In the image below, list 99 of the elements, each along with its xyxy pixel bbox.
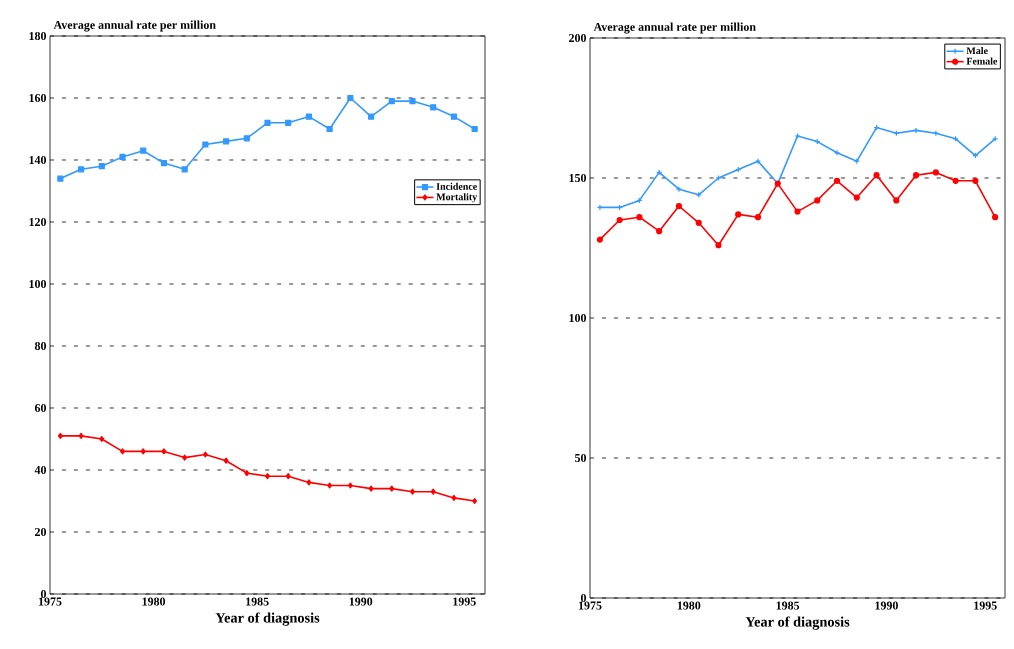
y-axis-title: Average annual rate per million xyxy=(53,20,216,32)
x-axis-title: Year of diagnosis xyxy=(215,612,320,626)
point xyxy=(932,169,939,176)
point xyxy=(98,163,105,170)
point xyxy=(675,202,683,210)
legend-label: Mortality xyxy=(436,193,478,203)
point xyxy=(754,158,762,165)
point xyxy=(715,242,722,249)
x-tick-label: 1990 xyxy=(875,601,898,610)
point xyxy=(140,448,146,455)
point xyxy=(430,104,437,111)
y-tick-label: 60 xyxy=(34,403,47,413)
point xyxy=(388,98,395,105)
point xyxy=(471,125,478,133)
point xyxy=(912,172,920,179)
x-tick-label: 1975 xyxy=(579,601,602,610)
point xyxy=(285,119,292,126)
y-tick-label: 140 xyxy=(29,155,47,165)
point xyxy=(57,432,63,439)
point xyxy=(305,113,313,120)
y-tick-label: 100 xyxy=(569,313,587,323)
point xyxy=(794,132,801,140)
x-tick-label: 1985 xyxy=(776,601,800,610)
x-tick-label: 1975 xyxy=(39,597,62,606)
point xyxy=(893,197,900,204)
point xyxy=(327,482,333,489)
legend-label: Incidence xyxy=(436,182,477,190)
y-tick-label: 180 xyxy=(29,31,47,41)
y-axis-title: Average annual rate per million xyxy=(593,22,756,34)
legend-label: Female xyxy=(966,57,998,65)
point xyxy=(794,208,801,215)
point xyxy=(202,451,208,458)
point xyxy=(202,141,209,148)
y-tick-label: 40 xyxy=(34,465,47,475)
point xyxy=(244,470,250,477)
point xyxy=(160,160,168,167)
x-tick-label: 1980 xyxy=(142,597,166,606)
point xyxy=(223,457,229,464)
point xyxy=(264,119,271,126)
point xyxy=(222,138,230,145)
point xyxy=(410,488,415,495)
point xyxy=(656,228,663,235)
x-tick-label: 1995 xyxy=(974,601,997,610)
y-tick-label: 50 xyxy=(575,453,587,463)
x-tick-label: 1995 xyxy=(453,597,476,606)
point xyxy=(472,497,478,505)
point xyxy=(99,435,105,443)
point xyxy=(715,174,722,182)
point xyxy=(596,236,603,243)
point xyxy=(430,488,436,495)
point xyxy=(243,135,250,142)
point xyxy=(451,494,457,501)
point xyxy=(119,153,126,160)
y-tick-label: 200 xyxy=(569,33,587,43)
point xyxy=(347,482,353,489)
legend-label: Male xyxy=(966,47,988,55)
point xyxy=(952,177,959,184)
point xyxy=(853,194,860,201)
point xyxy=(306,479,312,486)
point xyxy=(161,448,167,455)
y-tick-label: 150 xyxy=(569,173,587,183)
point xyxy=(972,177,979,184)
point xyxy=(265,473,270,480)
point xyxy=(636,214,643,221)
point xyxy=(695,219,702,226)
point xyxy=(833,149,841,156)
point xyxy=(912,127,920,134)
y-tick-label: 20 xyxy=(35,527,47,537)
point xyxy=(833,177,841,184)
point xyxy=(57,175,64,182)
point xyxy=(347,94,354,102)
point xyxy=(814,197,821,204)
point xyxy=(77,166,85,173)
point xyxy=(181,166,188,173)
point xyxy=(992,214,999,221)
y-tick-label: 100 xyxy=(29,279,47,289)
point xyxy=(120,448,125,455)
point xyxy=(367,113,375,120)
point xyxy=(873,172,880,179)
y-tick-label: 160 xyxy=(29,93,47,103)
x-tick-label: 1985 xyxy=(246,597,269,606)
point xyxy=(140,147,147,154)
point xyxy=(409,98,416,105)
point xyxy=(389,485,395,492)
point xyxy=(285,473,291,480)
point xyxy=(735,211,742,218)
point xyxy=(450,113,458,120)
point xyxy=(78,432,84,439)
point xyxy=(754,214,762,221)
point xyxy=(326,125,333,133)
y-tick-label: 120 xyxy=(29,217,47,227)
y-tick-label: 80 xyxy=(34,341,47,351)
x-tick-label: 1990 xyxy=(349,597,373,606)
point xyxy=(675,186,683,193)
point xyxy=(182,454,188,461)
point xyxy=(616,216,623,224)
x-axis-title: Year of diagnosis xyxy=(745,616,850,630)
x-tick-label: 1980 xyxy=(677,601,701,610)
point xyxy=(368,485,374,492)
